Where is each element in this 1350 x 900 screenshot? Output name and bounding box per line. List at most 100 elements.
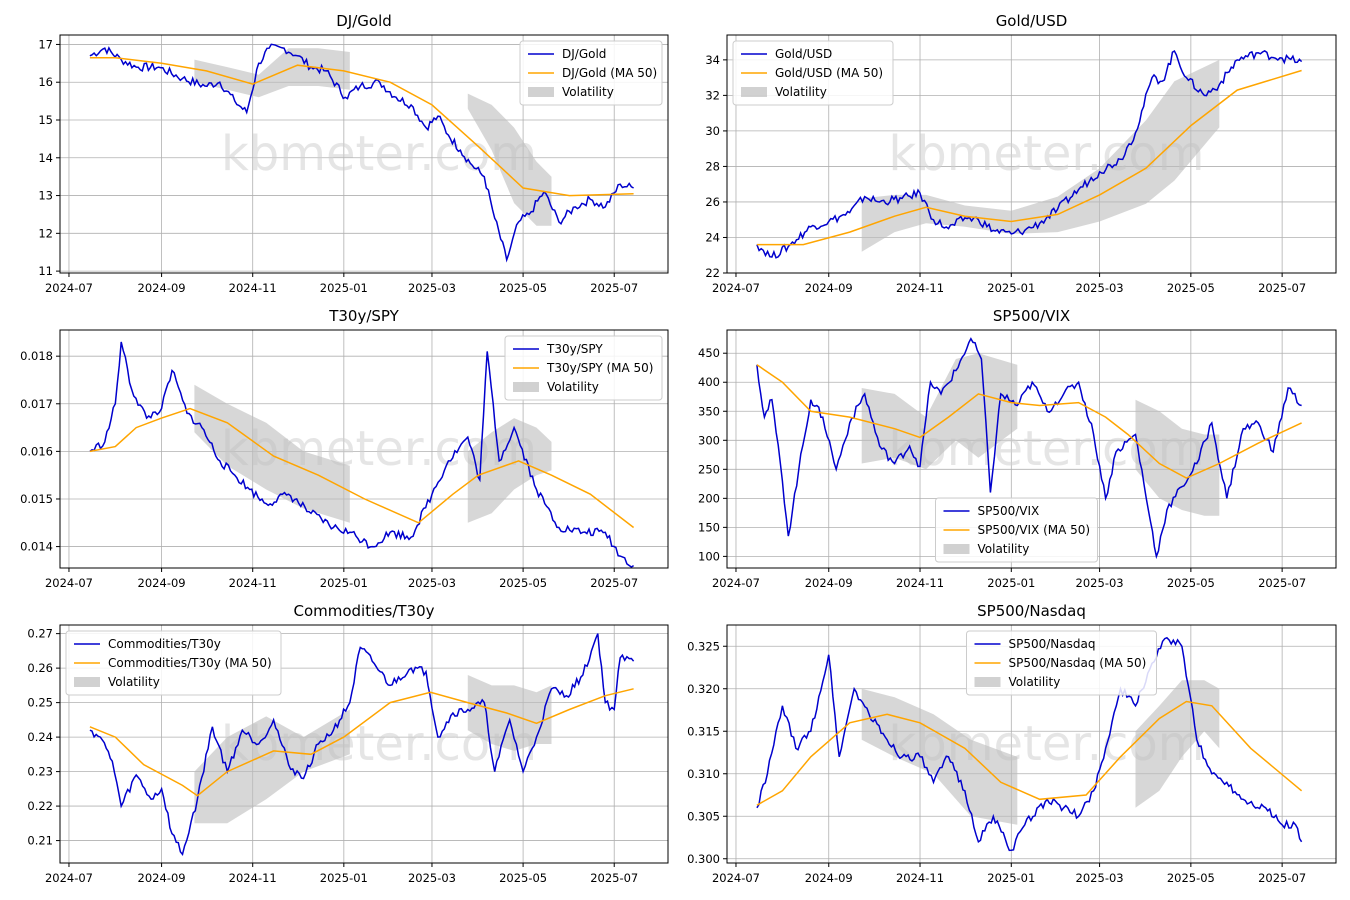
y-tick-label: 200 [698, 491, 720, 505]
legend-label: T30y/SPY [546, 342, 603, 356]
legend-label: Gold/USD (MA 50) [775, 66, 883, 80]
y-tick-label: 0.300 [687, 852, 720, 866]
series-line [89, 43, 634, 263]
axes-frame [59, 624, 669, 864]
legend-label: SP500/Nasdaq [1009, 637, 1096, 651]
x-tick-label: 2024-07 [45, 576, 93, 590]
x-tick-label: 2025-07 [590, 871, 638, 885]
legend-label: DJ/Gold [562, 47, 606, 61]
x-tick-label: 2025-07 [1258, 281, 1306, 295]
legend-frame [65, 630, 282, 696]
x-tick-label: 2025-07 [590, 576, 638, 590]
legend-swatch-volatility [974, 677, 1001, 687]
chart-title: SP500/Nasdaq [977, 602, 1086, 620]
legend-swatch-volatility [528, 87, 554, 97]
volatility-band [194, 709, 350, 824]
y-tick-label: 17 [38, 37, 53, 51]
ma-line [89, 407, 635, 529]
legend-label: Commodities/T30y [108, 637, 221, 651]
ma-line [756, 364, 1302, 479]
legend-frame [966, 630, 1157, 696]
y-tick-label: 0.310 [687, 767, 720, 781]
y-tick-label: 0.017 [20, 397, 53, 411]
x-tick-label: 2024-07 [712, 576, 760, 590]
x-tick-label: 2024-09 [805, 576, 853, 590]
ma-line [89, 56, 634, 197]
y-tick-label: 22 [705, 266, 720, 280]
y-tick-label: 32 [705, 88, 720, 102]
x-tick-label: 2025-05 [499, 871, 547, 885]
y-tick-label: 24 [705, 230, 720, 244]
x-tick-label: 2025-05 [1167, 871, 1215, 885]
y-tick-label: 34 [705, 53, 720, 67]
y-tick-label: 0.016 [20, 444, 53, 458]
legend: SP500/Nasdaq SP500/Nasdaq (MA 50) Volatili… [966, 630, 1157, 696]
legend: T30y/SPY T30y/SPY (MA 50) Volatility [504, 335, 663, 401]
x-tick-label: 2025-07 [1258, 871, 1306, 885]
y-tick-label: 0.22 [27, 799, 53, 813]
x-tick-label: 2025-01 [320, 576, 368, 590]
legend-swatch-volatility [513, 382, 539, 392]
x-tick-label: 2024-11 [896, 281, 944, 295]
y-tick-label: 0.27 [27, 627, 53, 641]
x-tick-label: 2025-01 [987, 281, 1035, 295]
volatility-band [1135, 399, 1220, 516]
y-tick-label: 16 [38, 75, 53, 89]
x-tick-label: 2025-05 [1167, 281, 1215, 295]
y-tick-label: 12 [38, 226, 53, 240]
x-tick-label: 2025-03 [1076, 871, 1124, 885]
y-tick-label: 100 [698, 549, 720, 563]
volatility-band [1135, 680, 1220, 808]
x-tick-label: 2025-05 [499, 576, 547, 590]
axes-frame [59, 34, 669, 274]
ma-line [756, 700, 1303, 806]
y-tick-label: 0.25 [27, 696, 53, 710]
x-tick-label: 2024-09 [805, 871, 853, 885]
y-tick-label: 26 [705, 195, 720, 209]
legend-label: Commodities/T30y (MA 50) [108, 656, 272, 670]
y-tick-label: 0.23 [27, 765, 53, 779]
volatility-band [861, 59, 1220, 252]
y-tick-label: 0.018 [20, 349, 53, 363]
y-tick-label: 15 [38, 113, 53, 127]
y-tick-label: 350 [698, 404, 720, 418]
legend-label: SP500/VIX [978, 504, 1040, 518]
legend-label: Volatility [547, 380, 599, 394]
axes-frame [726, 34, 1337, 274]
x-tick-label: 2025-01 [320, 281, 368, 295]
legend-label: SP500/VIX (MA 50) [978, 523, 1091, 537]
volatility-band [861, 688, 1018, 825]
y-tick-label: 11 [38, 264, 53, 278]
x-tick-label: 2024-09 [138, 576, 186, 590]
volatility-band [194, 48, 350, 98]
legend-label: Volatility [775, 85, 827, 99]
chart-title: SP500/VIX [993, 307, 1070, 325]
legend-label: DJ/Gold (MA 50) [562, 66, 657, 80]
legend-label: Gold/USD [775, 47, 832, 61]
legend: Commodities/T30y Commodities/T30y (MA 50)… [65, 630, 282, 696]
y-tick-label: 0.24 [27, 730, 53, 744]
y-tick-label: 450 [698, 346, 720, 360]
volatility-band [194, 384, 350, 523]
axes-frame [726, 624, 1337, 864]
legend-label: SP500/Nasdaq (MA 50) [1009, 656, 1147, 670]
x-tick-label: 2025-03 [1076, 576, 1124, 590]
legend-frame [732, 40, 894, 106]
y-tick-label: 400 [698, 375, 720, 389]
x-tick-label: 2025-05 [1167, 576, 1215, 590]
x-tick-label: 2025-07 [590, 281, 638, 295]
legend-label: Volatility [562, 85, 614, 99]
x-tick-label: 2024-11 [896, 871, 944, 885]
legend-label: T30y/SPY (MA 50) [546, 361, 654, 375]
volatility-band [861, 353, 1018, 470]
y-tick-label: 0.305 [687, 809, 720, 823]
x-tick-label: 2024-09 [138, 871, 186, 885]
volatility-band [467, 418, 552, 523]
x-tick-label: 2024-11 [229, 576, 277, 590]
legend-frame [504, 335, 663, 401]
